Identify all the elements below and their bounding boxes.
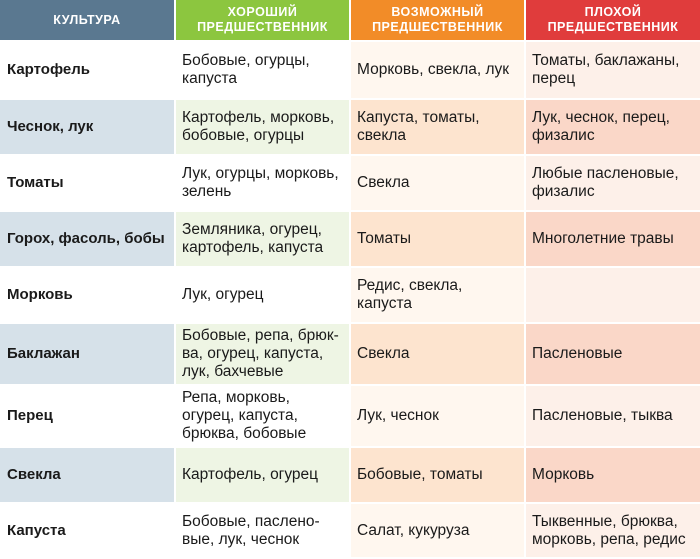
good-cell: Бобовые, репа, брюк- ва, огурец, капуста… xyxy=(175,323,351,386)
table-row: Томаты Лук, огурцы, морковь, зелень Свек… xyxy=(0,155,700,212)
good-cell: Картофель, огурец xyxy=(175,447,351,504)
good-cell: Лук, огурец xyxy=(175,267,351,324)
good-cell: Лук, огурцы, морковь, зелень xyxy=(175,155,351,212)
crop-cell: Свекла xyxy=(0,447,176,504)
bad-cell xyxy=(525,267,700,324)
good-cell: Картофель, морковь, бобовые, огурцы xyxy=(175,99,351,156)
bad-cell: Морковь xyxy=(525,447,700,504)
header-good-predecessor: ХОРОШИЙ ПРЕДШЕСТВЕННИК xyxy=(175,0,351,42)
possible-cell: Лук, чеснок xyxy=(350,385,526,448)
bad-cell: Пасленовые xyxy=(525,323,700,386)
table-row: Свекла Картофель, огурец Бобовые, томаты… xyxy=(0,447,700,504)
good-cell: Бобовые, огурцы, капуста xyxy=(175,41,351,100)
table-row: Морковь Лук, огурец Редис, свекла, капус… xyxy=(0,267,700,324)
crop-cell: Томаты xyxy=(0,155,176,212)
table-row: Горох, фасоль, бобы Земляника, огурец, к… xyxy=(0,211,700,268)
possible-cell: Салат, кукуруза xyxy=(350,503,526,559)
possible-cell: Свекла xyxy=(350,323,526,386)
header-bad-predecessor: ПЛОХОЙ ПРЕДШЕСТВЕННИК xyxy=(525,0,700,42)
bad-cell: Пасленовые, тыква xyxy=(525,385,700,448)
good-cell: Земляника, огурец, картофель, капуста xyxy=(175,211,351,268)
crop-cell: Картофель xyxy=(0,41,176,100)
table-row: Баклажан Бобовые, репа, брюк- ва, огурец… xyxy=(0,323,700,386)
bad-cell: Лук, чеснок, перец, физалис xyxy=(525,99,700,156)
crop-cell: Перец xyxy=(0,385,176,448)
bad-cell: Любые пасленовые, физалис xyxy=(525,155,700,212)
bad-cell: Тыквенные, брюква, морковь, репа, редис xyxy=(525,503,700,559)
crop-cell: Баклажан xyxy=(0,323,176,386)
possible-cell: Свекла xyxy=(350,155,526,212)
good-cell: Репа, морковь, огурец, капуста, брюква, … xyxy=(175,385,351,448)
bad-cell: Многолетние травы xyxy=(525,211,700,268)
bad-cell: Томаты, баклажаны, перец xyxy=(525,41,700,100)
header-possible-predecessor: ВОЗМОЖНЫЙ ПРЕДШЕСТВЕННИК xyxy=(350,0,526,42)
crop-cell: Горох, фасоль, бобы xyxy=(0,211,176,268)
crop-cell: Морковь xyxy=(0,267,176,324)
possible-cell: Капуста, томаты, свекла xyxy=(350,99,526,156)
possible-cell: Морковь, свекла, лук xyxy=(350,41,526,100)
possible-cell: Бобовые, томаты xyxy=(350,447,526,504)
header-crop: КУЛЬТУРА xyxy=(0,0,176,42)
header-row: КУЛЬТУРА ХОРОШИЙ ПРЕДШЕСТВЕННИК ВОЗМОЖНЫ… xyxy=(0,0,700,42)
table-row: Картофель Бобовые, огурцы, капуста Морко… xyxy=(0,41,700,100)
possible-cell: Томаты xyxy=(350,211,526,268)
crop-cell: Чеснок, лук xyxy=(0,99,176,156)
possible-cell: Редис, свекла, капуста xyxy=(350,267,526,324)
table-row: Капуста Бобовые, пасленo- вые, лук, чесн… xyxy=(0,503,700,559)
crop-cell: Капуста xyxy=(0,503,176,559)
table-row: Перец Репа, морковь, огурец, капуста, бр… xyxy=(0,385,700,448)
table-row: Чеснок, лук Картофель, морковь, бобовые,… xyxy=(0,99,700,156)
good-cell: Бобовые, пасленo- вые, лук, чеснок xyxy=(175,503,351,559)
